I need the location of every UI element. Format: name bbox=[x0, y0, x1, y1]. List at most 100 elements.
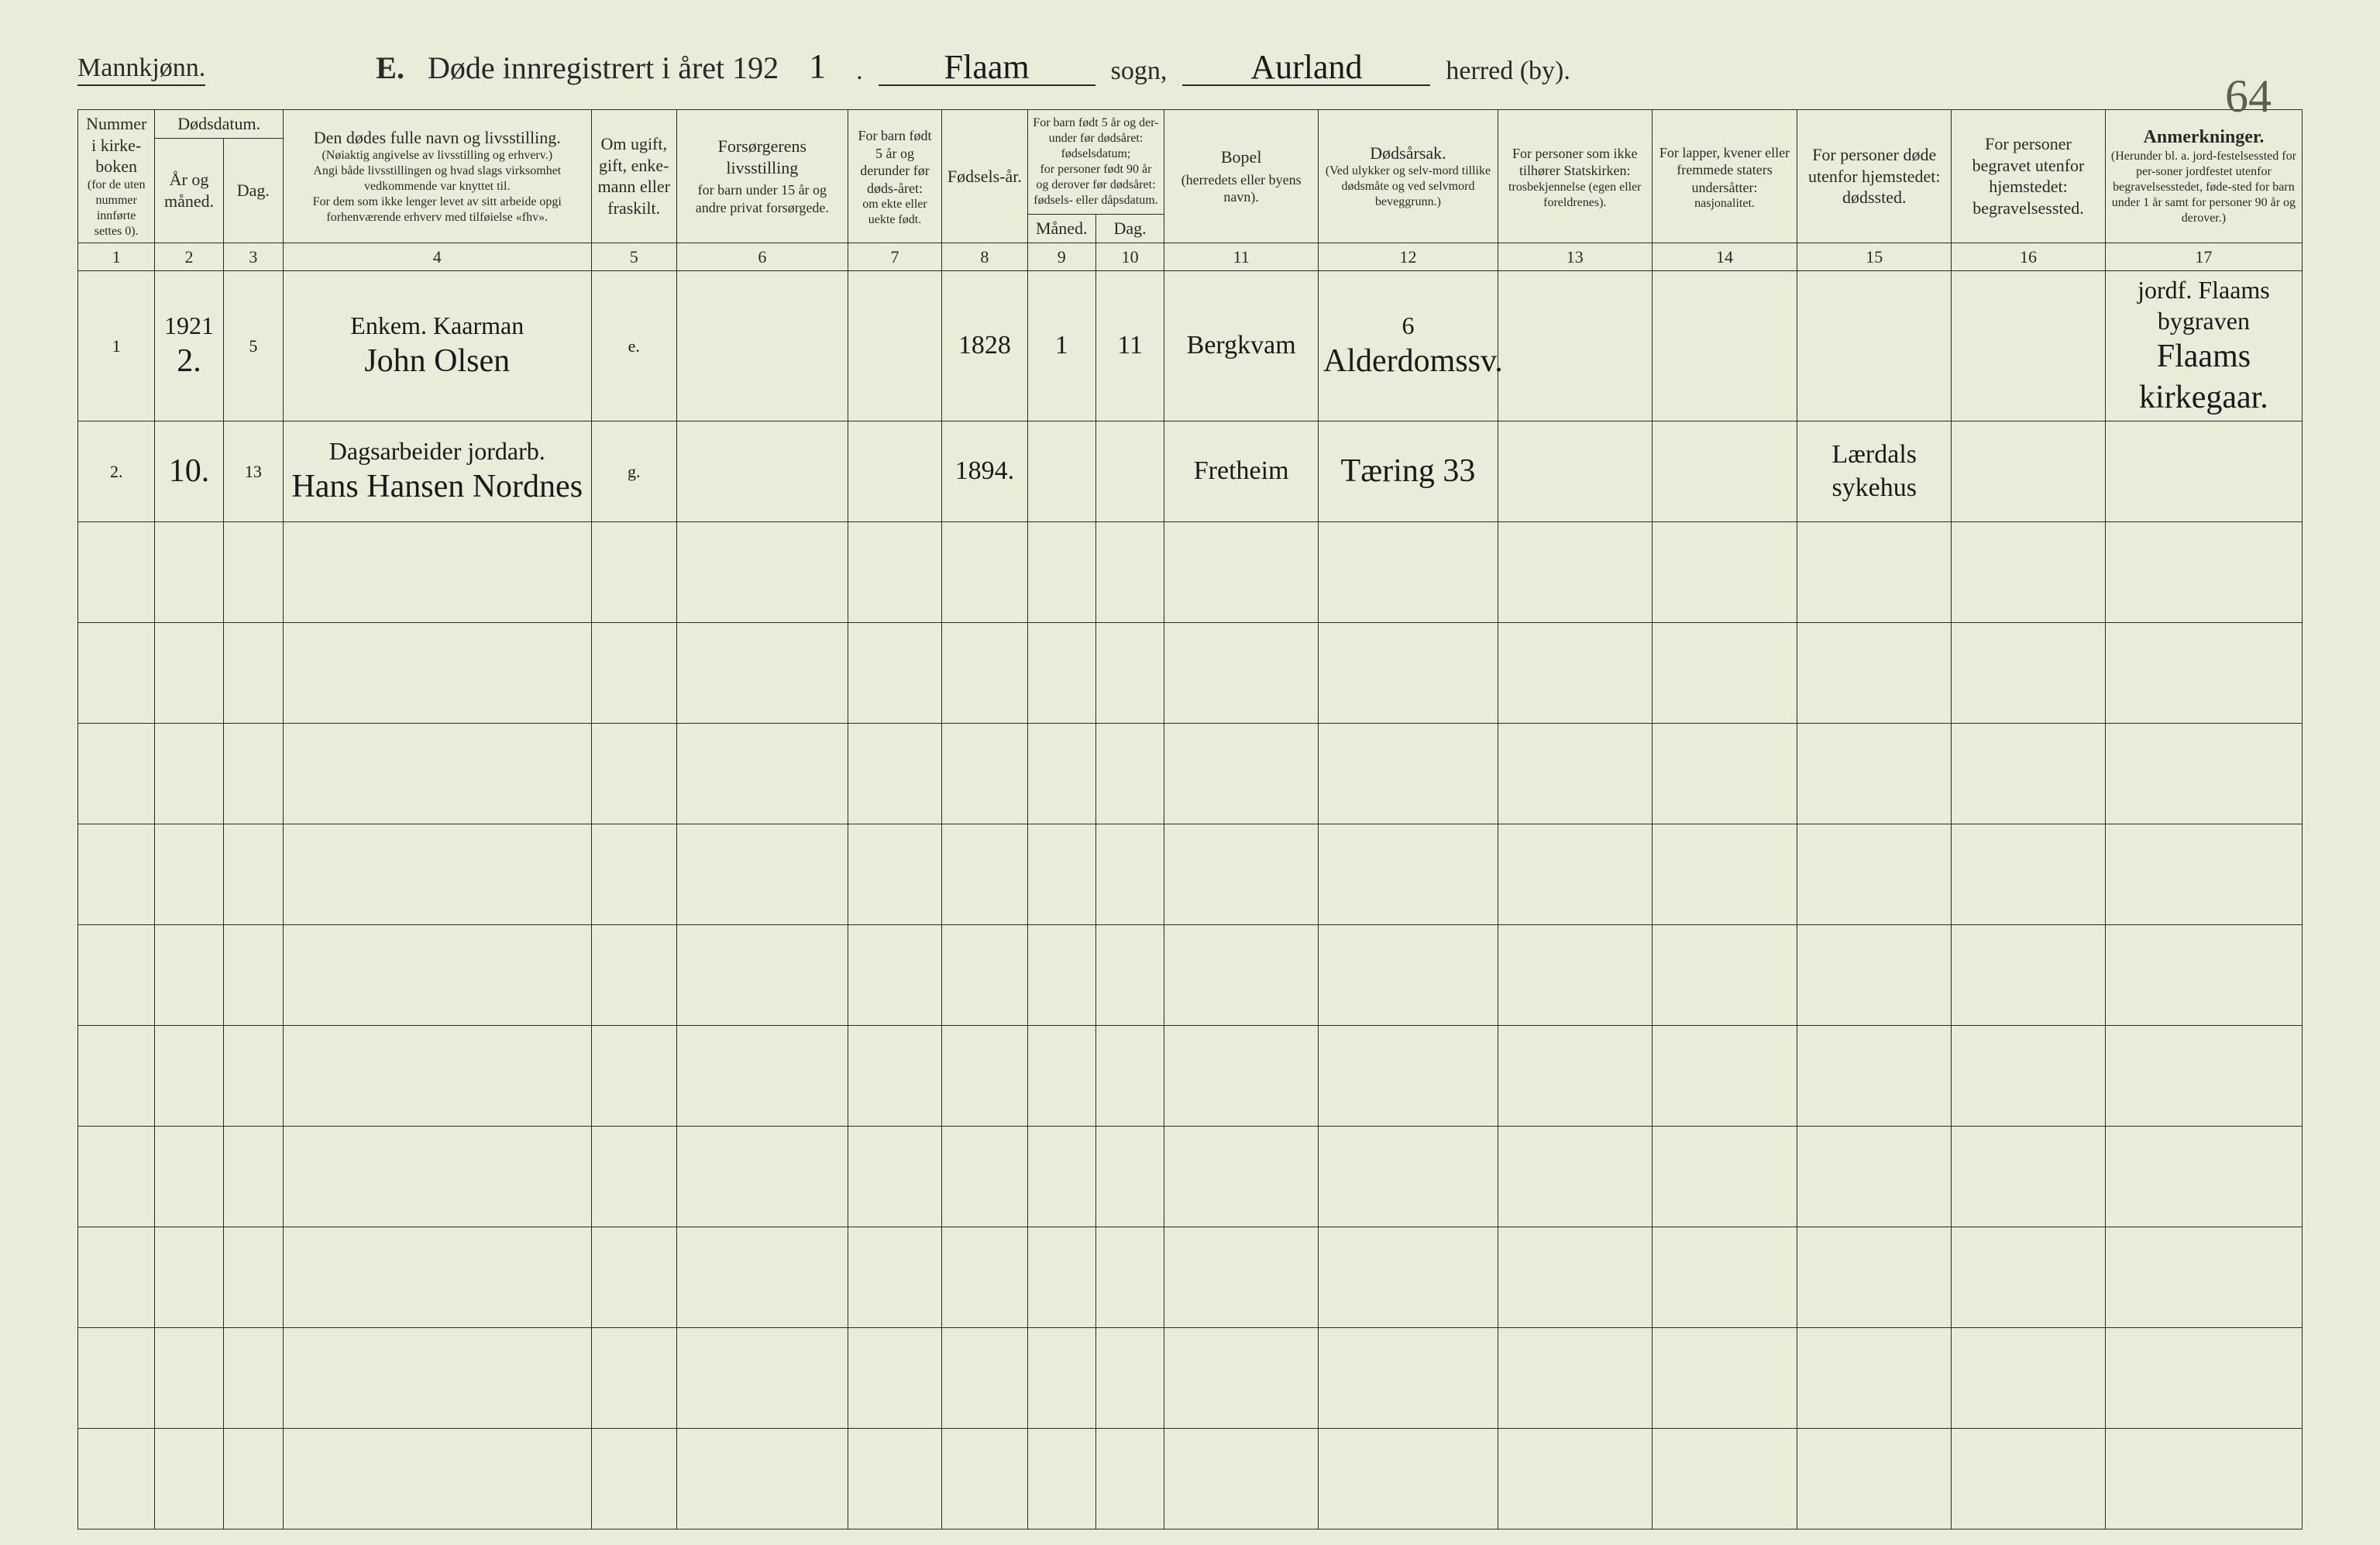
cell: 1 bbox=[78, 271, 155, 422]
cell bbox=[1027, 422, 1095, 522]
cell bbox=[1164, 522, 1319, 623]
cell bbox=[1164, 1026, 1319, 1127]
cell bbox=[1498, 1026, 1652, 1127]
cell bbox=[223, 1026, 283, 1127]
cell: 11 bbox=[1095, 271, 1164, 422]
cell bbox=[1319, 1328, 1498, 1429]
cell bbox=[1095, 1328, 1164, 1429]
cell bbox=[591, 1127, 676, 1227]
cell bbox=[223, 1328, 283, 1429]
cell bbox=[155, 824, 223, 925]
cell: 1894. bbox=[942, 422, 1027, 522]
col-header-11: Bopel (herredets eller byens navn). bbox=[1164, 110, 1319, 243]
cell bbox=[1498, 724, 1652, 824]
cell bbox=[155, 724, 223, 824]
cell bbox=[284, 1127, 592, 1227]
cell: 13 bbox=[223, 422, 283, 522]
table-body: 119212.5Enkem. KaarmanJohn Olsene.182811… bbox=[78, 271, 2303, 1530]
cell bbox=[223, 1227, 283, 1328]
cell bbox=[1164, 1429, 1319, 1530]
cell bbox=[155, 522, 223, 623]
col-header-7: For barn født 5 år og derunder før døds-… bbox=[848, 110, 941, 243]
cell bbox=[676, 1026, 848, 1127]
cell bbox=[1498, 623, 1652, 724]
section-letter: E. bbox=[376, 50, 404, 86]
cell: 6Alderdomssv. bbox=[1319, 271, 1498, 422]
col-header-5: Om ugift, gift, enke-mann eller fraskilt… bbox=[591, 110, 676, 243]
cell bbox=[155, 1127, 223, 1227]
col-header-dodsdatum: Dødsdatum. bbox=[155, 110, 284, 139]
table-row: 119212.5Enkem. KaarmanJohn Olsene.182811… bbox=[78, 271, 2303, 422]
cell bbox=[1652, 1026, 1797, 1127]
cell bbox=[2105, 1127, 2302, 1227]
cell bbox=[1797, 1127, 1952, 1227]
cell bbox=[591, 925, 676, 1026]
cell bbox=[676, 724, 848, 824]
cell bbox=[591, 1026, 676, 1127]
cell bbox=[1952, 1429, 2106, 1530]
cell bbox=[848, 925, 941, 1026]
cell bbox=[1164, 925, 1319, 1026]
colnum: 12 bbox=[1319, 243, 1498, 271]
cell bbox=[1095, 422, 1164, 522]
colnum: 5 bbox=[591, 243, 676, 271]
col-header-15: For personer døde utenfor hjemstedet: dø… bbox=[1797, 110, 1952, 243]
cell: Tæring 33 bbox=[1319, 422, 1498, 522]
table-row bbox=[78, 623, 2303, 724]
cell bbox=[155, 1328, 223, 1429]
cell bbox=[848, 1328, 941, 1429]
cell bbox=[1952, 925, 2106, 1026]
cell bbox=[1652, 724, 1797, 824]
cell: e. bbox=[591, 271, 676, 422]
cell bbox=[1027, 925, 1095, 1026]
cell bbox=[2105, 422, 2302, 522]
herred-field: Aurland bbox=[1182, 50, 1430, 86]
cell bbox=[78, 925, 155, 1026]
cell bbox=[78, 1328, 155, 1429]
cell bbox=[848, 623, 941, 724]
col-header-3: Dag. bbox=[223, 138, 283, 243]
cell bbox=[1952, 522, 2106, 623]
cell bbox=[1652, 925, 1797, 1026]
cell bbox=[942, 1127, 1027, 1227]
cell bbox=[2105, 1429, 2302, 1530]
table-row bbox=[78, 522, 2303, 623]
cell bbox=[1952, 1227, 2106, 1328]
col-header-13: For personer som ikke tilhører Statskirk… bbox=[1498, 110, 1652, 243]
cell bbox=[1498, 824, 1652, 925]
cell bbox=[1319, 824, 1498, 925]
cell bbox=[1952, 271, 2106, 422]
cell: 5 bbox=[223, 271, 283, 422]
cell bbox=[591, 1429, 676, 1530]
cell bbox=[591, 724, 676, 824]
cell bbox=[78, 1026, 155, 1127]
cell bbox=[78, 522, 155, 623]
cell bbox=[1952, 1026, 2106, 1127]
cell bbox=[1164, 724, 1319, 824]
cell bbox=[591, 1328, 676, 1429]
col-header-4: Den dødes fulle navn og livsstilling. (N… bbox=[284, 110, 592, 243]
cell bbox=[942, 1328, 1027, 1429]
cell bbox=[1027, 1227, 1095, 1328]
cell bbox=[1319, 522, 1498, 623]
colnum: 1 bbox=[78, 243, 155, 271]
cell bbox=[1095, 1127, 1164, 1227]
cell bbox=[1027, 1026, 1095, 1127]
cell bbox=[1652, 522, 1797, 623]
colnum: 3 bbox=[223, 243, 283, 271]
col-header-16: For personer begravet utenfor hjemstedet… bbox=[1952, 110, 2106, 243]
cell bbox=[1095, 1227, 1164, 1328]
cell bbox=[591, 623, 676, 724]
cell bbox=[223, 1127, 283, 1227]
cell bbox=[848, 1429, 941, 1530]
cell bbox=[1498, 1227, 1652, 1328]
cell bbox=[1797, 1026, 1952, 1127]
cell bbox=[1319, 1429, 1498, 1530]
cell bbox=[223, 623, 283, 724]
cell bbox=[1319, 623, 1498, 724]
cell bbox=[1027, 724, 1095, 824]
cell: Dagsarbeider jordarb.Hans Hansen Nordnes bbox=[284, 422, 592, 522]
colnum: 4 bbox=[284, 243, 592, 271]
cell bbox=[1797, 522, 1952, 623]
cell bbox=[284, 623, 592, 724]
